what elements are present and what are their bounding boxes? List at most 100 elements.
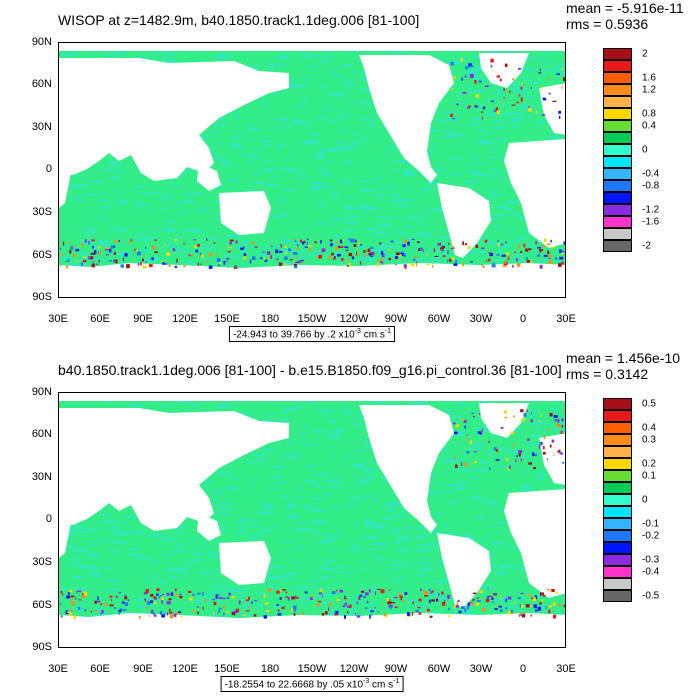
lat-label: 60S xyxy=(32,249,52,261)
colorbar-swatch xyxy=(603,216,632,228)
colorbar-swatch xyxy=(603,554,632,566)
lon-label: 180 xyxy=(260,313,280,325)
colorbar-swatch xyxy=(603,446,632,458)
colorbar-swatch xyxy=(603,240,632,252)
colorbar-swatch xyxy=(603,60,632,72)
colorbar-swatch xyxy=(603,494,632,506)
colorbar xyxy=(603,48,632,252)
rms-stat: rms = 0.3142 xyxy=(566,366,649,382)
colorbar-tick-label: 0 xyxy=(642,494,648,506)
colorbar-swatch xyxy=(603,422,632,434)
lon-label: 30W xyxy=(469,313,493,325)
lon-label: 30W xyxy=(469,663,493,675)
lat-label: 90N xyxy=(31,386,52,398)
colorbar-swatch xyxy=(603,180,632,192)
lon-label: 30E xyxy=(556,313,576,325)
colorbar-swatch xyxy=(603,518,632,530)
colorbar-swatch xyxy=(603,168,632,180)
lon-label: 180 xyxy=(260,663,280,675)
colorbar-tick-label: 0.1 xyxy=(642,470,656,482)
bottom-panel: b40.1850.track1.1deg.006 [81-100] - b.e1… xyxy=(0,350,700,700)
colorbar-tick-label: 0.5 xyxy=(642,398,656,410)
colorbar-swatch xyxy=(603,470,632,482)
lat-label: 30S xyxy=(32,206,52,218)
colorbar-swatch xyxy=(603,542,632,554)
mean-stat: mean = -5.916e-11 xyxy=(566,0,684,16)
colorbar-swatch xyxy=(603,132,632,144)
lon-label: 90W xyxy=(384,663,408,675)
lat-label: 30N xyxy=(31,121,52,133)
colorbar-tick-label: 0 xyxy=(642,144,648,156)
colorbar-swatch xyxy=(603,458,632,470)
colorbar-swatch xyxy=(603,566,632,578)
lat-label: 0 xyxy=(45,513,52,525)
lat-label: 60S xyxy=(32,599,52,611)
lon-label: 120W xyxy=(339,663,369,675)
colorbar-swatch xyxy=(603,578,632,590)
rms-stat: rms = 0.5936 xyxy=(566,16,649,32)
lon-label: 60E xyxy=(90,313,110,325)
lon-label: 150E xyxy=(214,313,240,325)
colorbar-swatch xyxy=(603,72,632,84)
colorbar-swatch xyxy=(603,108,632,120)
colorbar-tick-label: 2 xyxy=(642,48,648,60)
lon-label: 30E xyxy=(48,663,68,675)
panel-title: b40.1850.track1.1deg.006 [81-100] - b.e1… xyxy=(58,362,562,378)
lon-label: 150W xyxy=(297,663,327,675)
lat-label: 90S xyxy=(32,291,52,303)
colorbar xyxy=(603,398,632,602)
colorbar-tick-label: 0.3 xyxy=(642,434,656,446)
panel-title: WISOP at z=1482.9m, b40.1850.track1.1deg… xyxy=(58,12,420,28)
lat-label: 30N xyxy=(31,471,52,483)
lat-label: 30S xyxy=(32,556,52,568)
map-field xyxy=(59,43,565,297)
lon-label: 90E xyxy=(133,313,153,325)
colorbar-swatch xyxy=(603,482,632,494)
lon-label: 120E xyxy=(172,313,198,325)
colorbar-tick-label: -0.1 xyxy=(642,518,660,530)
colorbar-swatch xyxy=(603,192,632,204)
lon-label: 30E xyxy=(556,663,576,675)
colorbar-tick-label: 0.4 xyxy=(642,120,656,132)
colorbar-swatch xyxy=(603,398,632,410)
lon-label: 120W xyxy=(339,313,369,325)
lon-label: 120E xyxy=(172,663,198,675)
colorbar-swatch xyxy=(603,156,632,168)
lon-label: 150E xyxy=(214,663,240,675)
colorbar-tick-label: 0.4 xyxy=(642,422,656,434)
map-field xyxy=(59,393,565,647)
colorbar-tick-label: 1.2 xyxy=(642,84,656,96)
colorbar-swatch xyxy=(603,84,632,96)
colorbar-swatch xyxy=(603,410,632,422)
colorbar-tick-label: -0.5 xyxy=(642,590,660,602)
colorbar-swatch xyxy=(603,506,632,518)
colorbar-tick-label: 0.8 xyxy=(642,108,656,120)
lat-label: 90S xyxy=(32,641,52,653)
lon-label: 60E xyxy=(90,663,110,675)
lon-label: 90W xyxy=(384,313,408,325)
colorbar-swatch xyxy=(603,228,632,240)
colorbar-swatch xyxy=(603,48,632,60)
colorbar-tick-label: -0.3 xyxy=(642,554,660,566)
contour-range-label: -18.2554 to 22.6668 by .05 x10-3 cm s-1 xyxy=(220,676,404,693)
mean-stat: mean = 1.456e-10 xyxy=(566,350,681,366)
colorbar-swatch xyxy=(603,434,632,446)
colorbar-swatch xyxy=(603,120,632,132)
colorbar-tick-label: -1.2 xyxy=(642,204,660,216)
colorbar-swatch xyxy=(603,530,632,542)
map-plot xyxy=(58,392,566,648)
colorbar-tick-label: -0.2 xyxy=(642,530,660,542)
lon-label: 0 xyxy=(519,663,527,675)
contour-range-label: -24.943 to 39.766 by .2 x10-3 cm s-1 xyxy=(228,326,396,343)
map-plot xyxy=(58,42,566,298)
top-panel: WISOP at z=1482.9m, b40.1850.track1.1deg… xyxy=(31,0,684,343)
lat-label: 0 xyxy=(45,163,52,175)
lon-label: 90E xyxy=(133,663,153,675)
colorbar-tick-label: -0.8 xyxy=(642,180,660,192)
lon-label: 60W xyxy=(427,313,451,325)
colorbar-swatch xyxy=(603,144,632,156)
colorbar-tick-label: 0.2 xyxy=(642,458,656,470)
lon-label: 30E xyxy=(48,313,68,325)
colorbar-tick-label: -1.6 xyxy=(642,216,660,228)
colorbar-swatch xyxy=(603,96,632,108)
